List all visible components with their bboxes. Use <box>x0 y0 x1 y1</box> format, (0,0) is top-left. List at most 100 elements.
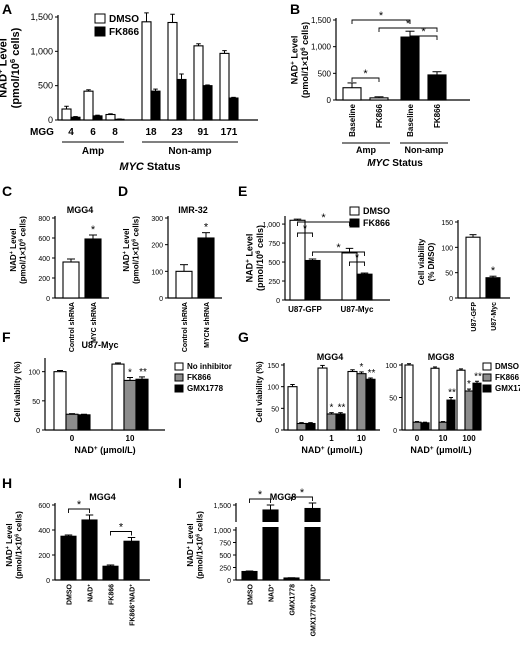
panel-label: A <box>2 1 12 17</box>
bar <box>176 78 187 121</box>
significance-asterisk: * <box>363 68 368 80</box>
superscript: + <box>5 545 11 549</box>
bar <box>287 386 298 431</box>
bar <box>167 21 178 121</box>
text-span: NAD <box>311 587 318 602</box>
bar <box>400 36 420 101</box>
y-tick-label: 500 <box>38 81 53 91</box>
text-span: (μmol/L) <box>434 445 472 455</box>
significance-bracket <box>312 251 365 256</box>
bar <box>77 414 91 431</box>
bar <box>175 270 193 299</box>
y-axis-label: NAD+ Level <box>186 523 195 566</box>
significance-asterisk: * <box>330 403 334 414</box>
y-tick-label: 1,500 <box>213 503 231 510</box>
text-span: NAD <box>9 254 18 272</box>
bar <box>228 97 239 121</box>
bar <box>219 52 230 121</box>
text-span: GMX1778 <box>290 584 297 616</box>
text-span: (μmol/L) <box>98 445 136 455</box>
text-span: FK866 <box>375 103 384 128</box>
legend-label: FK866 <box>363 218 390 228</box>
superscript: + <box>129 602 134 605</box>
text-span: NAD <box>245 262 255 282</box>
significance-asterisk: * <box>421 26 426 38</box>
text-span: Level <box>5 523 14 546</box>
text-span: FK866 <box>433 103 442 128</box>
y-tick-label: 0 <box>327 96 332 105</box>
y-tick-label: 50 <box>32 399 40 406</box>
significance-asterisk: ** <box>139 367 147 378</box>
bar <box>347 370 358 431</box>
axis-break-gap <box>232 522 332 527</box>
chart-title: MGG4 <box>67 205 94 215</box>
bar <box>135 378 149 431</box>
text-span: (pmol/10 <box>255 254 265 291</box>
legend-swatch <box>349 206 360 216</box>
text-span: (pmol/1×10 <box>131 241 140 284</box>
y-axis-label-units: (pmol/1×106 cells) <box>195 511 204 579</box>
y-tick-label: 0 <box>393 428 397 435</box>
text-span: cells) <box>131 216 140 239</box>
text-span: cells) <box>14 511 23 534</box>
chart-title: MGG4 <box>89 492 116 502</box>
x-tick-label: DMSO <box>248 583 255 605</box>
x-tick-label: 10 <box>357 434 366 443</box>
x-axis-title: MYC Status <box>119 161 180 173</box>
superscript: + <box>430 445 434 452</box>
chart-title: IMR-32 <box>178 205 208 215</box>
text-span: (pmol/1×10 <box>18 241 27 284</box>
y-axis-label: NAD+ Level <box>9 228 18 271</box>
bar <box>60 535 77 581</box>
legend-label: DMSO <box>109 14 139 25</box>
text-span: DMSO <box>248 583 255 605</box>
bar <box>365 378 376 431</box>
bar <box>485 277 501 299</box>
y-axis-label: NAD+ Level <box>0 38 9 98</box>
panel-label: G <box>238 329 249 345</box>
significance-asterisk: * <box>360 362 364 373</box>
bar <box>92 115 103 121</box>
superscript: + <box>244 259 251 263</box>
superscript: + <box>9 250 15 254</box>
y-axis-label: NAD+ Level <box>122 228 131 271</box>
x-tick-label: GMX1778+NAD+ <box>310 584 318 637</box>
y-tick-label: 0 <box>46 296 50 303</box>
significance-asterisk: * <box>491 265 496 277</box>
text-span: NAD <box>74 445 94 455</box>
superscript: + <box>87 584 92 587</box>
panel-label: H <box>2 475 12 491</box>
legend-label: FK866 <box>109 27 139 38</box>
italic-span: MYC <box>367 158 390 169</box>
y-tick-label: 1,000 <box>213 528 231 535</box>
y-axis-label: NAD+ Level <box>244 234 255 283</box>
significance-asterisk: * <box>379 10 384 22</box>
bar <box>427 74 447 101</box>
x-tick-label: FK866 <box>109 584 116 605</box>
superscript: 6 <box>195 534 201 537</box>
text-span: Status <box>389 158 423 169</box>
significance-bracket <box>349 261 365 266</box>
text-span: NAD <box>5 549 14 567</box>
superscript: 6 <box>131 239 137 242</box>
superscript: + <box>0 69 4 74</box>
bar <box>241 570 258 581</box>
bar <box>404 364 414 431</box>
x-tick-label: FK866 <box>433 103 442 128</box>
y-tick-label: 0 <box>276 298 280 305</box>
x-tick-label: 4 <box>68 127 74 138</box>
legend-swatch <box>482 384 492 393</box>
italic-span: MYC <box>119 161 145 173</box>
bar <box>262 509 279 581</box>
legend-swatch <box>94 13 106 24</box>
x-tick-label: FK866+NAD+ <box>129 584 137 626</box>
x-tick-label: Baseline <box>406 103 415 136</box>
significance-bracket <box>378 27 438 32</box>
group-label: Amp <box>356 145 377 155</box>
bar <box>84 238 102 299</box>
significance-bracket <box>249 498 271 503</box>
y-axis-label-units: (pmol/106 cells) <box>8 27 23 108</box>
significance-asterisk: * <box>355 252 360 264</box>
y-tick-label: 150 <box>441 220 453 227</box>
x-prefix-label: MGG <box>30 127 54 138</box>
